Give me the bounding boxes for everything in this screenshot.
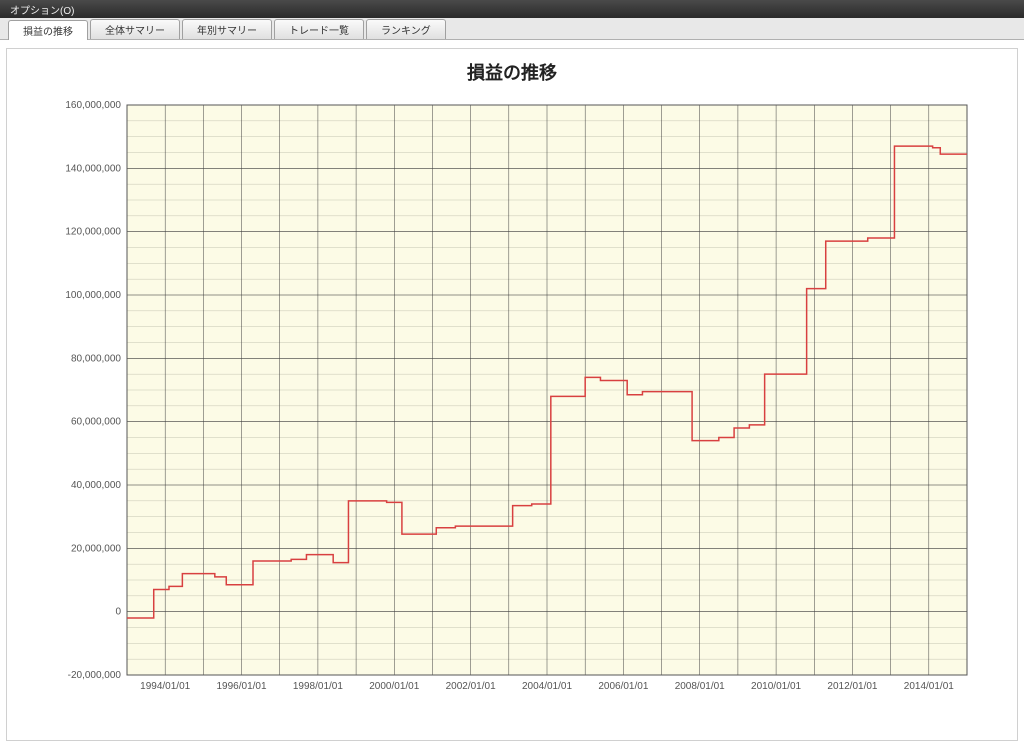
menubar: オプション(O)	[0, 0, 1024, 18]
svg-text:2014/01/01: 2014/01/01	[904, 681, 954, 692]
svg-text:60,000,000: 60,000,000	[71, 417, 121, 428]
svg-text:160,000,000: 160,000,000	[65, 100, 121, 111]
svg-text:80,000,000: 80,000,000	[71, 353, 121, 364]
svg-text:1996/01/01: 1996/01/01	[217, 681, 267, 692]
svg-text:100,000,000: 100,000,000	[65, 290, 121, 301]
tabbar: 損益の推移全体サマリー年別サマリートレード一覧ランキング	[0, 18, 1024, 40]
svg-text:2012/01/01: 2012/01/01	[827, 681, 877, 692]
svg-text:1998/01/01: 1998/01/01	[293, 681, 343, 692]
svg-text:0: 0	[115, 607, 121, 618]
tab-3[interactable]: トレード一覧	[274, 19, 364, 39]
chart-title: 損益の推移	[27, 59, 997, 85]
svg-text:120,000,000: 120,000,000	[65, 227, 121, 238]
svg-text:2008/01/01: 2008/01/01	[675, 681, 725, 692]
tab-2[interactable]: 年別サマリー	[182, 19, 272, 39]
svg-text:40,000,000: 40,000,000	[71, 480, 121, 491]
tab-4[interactable]: ランキング	[366, 19, 446, 39]
svg-text:2000/01/01: 2000/01/01	[369, 681, 419, 692]
svg-text:20,000,000: 20,000,000	[71, 543, 121, 554]
svg-text:-20,000,000: -20,000,000	[68, 670, 122, 681]
tab-1[interactable]: 全体サマリー	[90, 19, 180, 39]
chart-container: 損益の推移 -20,000,000 0 20,000,000 40,000,000 60…	[0, 40, 1024, 747]
svg-text:1994/01/01: 1994/01/01	[140, 681, 190, 692]
svg-text:140,000,000: 140,000,000	[65, 163, 121, 174]
svg-text:2002/01/01: 2002/01/01	[446, 681, 496, 692]
menu-option[interactable]: オプション(O)	[6, 2, 78, 17]
tab-0[interactable]: 損益の推移	[8, 20, 88, 40]
svg-text:2004/01/01: 2004/01/01	[522, 681, 572, 692]
chart-frame: 損益の推移 -20,000,000 0 20,000,000 40,000,000 60…	[6, 48, 1018, 741]
svg-text:2010/01/01: 2010/01/01	[751, 681, 801, 692]
profit-loss-chart: -20,000,000 0 20,000,000 40,000,000 60,000,0…	[27, 95, 987, 715]
svg-text:2006/01/01: 2006/01/01	[598, 681, 648, 692]
